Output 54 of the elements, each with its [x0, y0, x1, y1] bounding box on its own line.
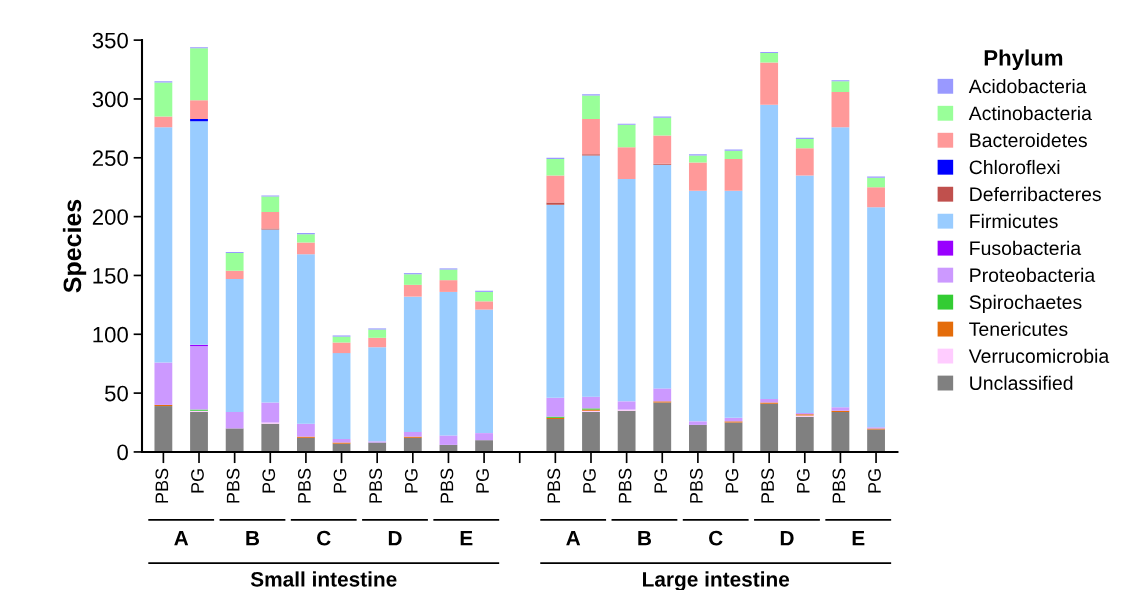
y-axis-title: Species	[62, 199, 87, 293]
x-tick-label: PG	[725, 469, 739, 493]
legend-label: Actinobacteria	[968, 105, 1092, 121]
x-tick-label: PBS	[689, 468, 703, 503]
text: E	[852, 530, 865, 546]
legend-label: Deferribacteres	[970, 186, 1101, 202]
y-tick-label: 100	[93, 326, 128, 343]
x-tick-label: PBS	[547, 468, 561, 503]
y-tick-label: 300	[92, 91, 128, 108]
legend-label: Unclassified	[970, 375, 1073, 391]
x-tick-label: PBS	[440, 468, 454, 503]
text: Small intestine	[250, 571, 397, 587]
legend-title: Phylum	[984, 49, 1063, 71]
text: A	[566, 530, 581, 546]
legend-label: Firmicutes	[970, 213, 1058, 229]
text: E	[460, 530, 473, 546]
x-tick-label: PBS	[832, 468, 846, 503]
x-tick-label: PBS	[618, 468, 632, 503]
y-tick-label: 50	[104, 385, 128, 402]
x-tick-label: PBS	[226, 468, 240, 503]
text: C	[709, 530, 723, 546]
legend-label: Fusobacteria	[970, 240, 1082, 256]
x-tick-label: PBS	[297, 468, 311, 503]
text: C	[317, 530, 331, 546]
text: D	[388, 530, 402, 546]
y-tick-label: 0	[117, 444, 128, 461]
y-tick-label: 350	[92, 32, 128, 49]
x-tick-label: PG	[262, 469, 276, 493]
x-tick-label: PBS	[761, 468, 774, 503]
text: D	[780, 530, 794, 546]
text: B	[246, 530, 260, 546]
x-tick-label: PG	[333, 469, 347, 493]
legend-label: Chloroflexi	[969, 159, 1060, 175]
y-tick-label: 150	[93, 267, 128, 284]
text: B	[638, 530, 652, 546]
legend-label: Bacteroidetes	[970, 132, 1087, 148]
y-tick-label: 200	[92, 209, 128, 225]
x-tick-label: PG	[583, 469, 596, 493]
x-tick-label: PBS	[369, 468, 383, 503]
legend-label: Tenericutes	[969, 321, 1068, 337]
x-tick-label: PG	[868, 469, 881, 493]
x-tick-label: PG	[796, 469, 810, 493]
legend-label: Spirochaetes	[969, 294, 1082, 313]
text: A	[174, 530, 189, 546]
x-tick-label: PBS	[155, 468, 169, 503]
x-tick-label: PG	[654, 469, 668, 493]
text: Large intestine	[643, 571, 790, 590]
legend-label: Proteobacteria	[970, 267, 1096, 283]
legend-label: Verrucomicrobia	[968, 348, 1110, 364]
x-tick-label: PG	[476, 469, 489, 493]
y-tick-label: 250	[92, 150, 128, 167]
x-tick-label: PG	[404, 469, 418, 493]
x-tick-label: PG	[191, 469, 204, 493]
legend-label: Acidobacteria	[968, 78, 1087, 94]
